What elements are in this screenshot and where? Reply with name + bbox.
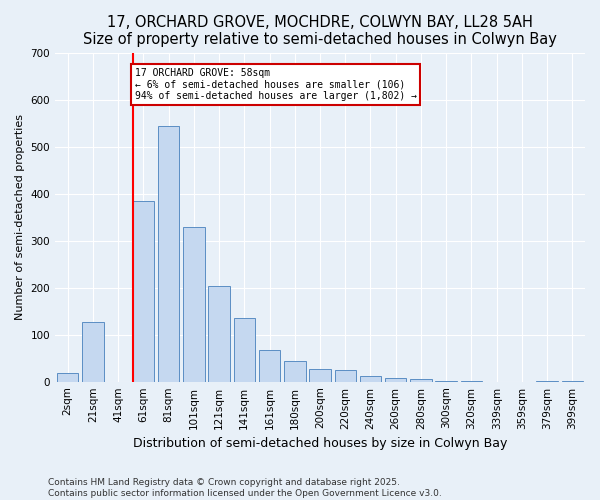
Bar (233, 318, 255, 382)
X-axis label: Distribution of semi-detached houses by size in Colwyn Bay: Distribution of semi-detached houses by … (133, 437, 507, 450)
Y-axis label: Number of semi-detached properties: Number of semi-detached properties (15, 114, 25, 320)
Bar (335, 370, 356, 382)
Bar (183, 226, 205, 382)
Bar (385, 378, 406, 382)
Bar (57, 373, 79, 382)
Title: 17, ORCHARD GROVE, MOCHDRE, COLWYN BAY, LL28 5AH
Size of property relative to se: 17, ORCHARD GROVE, MOCHDRE, COLWYN BAY, … (83, 15, 557, 48)
Bar (133, 201, 154, 382)
Text: 17 ORCHARD GROVE: 58sqm
← 6% of semi-detached houses are smaller (106)
94% of se: 17 ORCHARD GROVE: 58sqm ← 6% of semi-det… (134, 68, 416, 101)
Text: Contains HM Land Registry data © Crown copyright and database right 2025.
Contai: Contains HM Land Registry data © Crown c… (48, 478, 442, 498)
Bar (309, 368, 331, 382)
Bar (82, 322, 104, 382)
Bar (360, 376, 381, 382)
Bar (158, 126, 179, 382)
Bar (410, 380, 431, 382)
Bar (284, 360, 305, 382)
Bar (208, 286, 230, 382)
Bar (436, 380, 457, 382)
Bar (562, 380, 583, 382)
Bar (259, 350, 280, 382)
Bar (536, 380, 558, 382)
